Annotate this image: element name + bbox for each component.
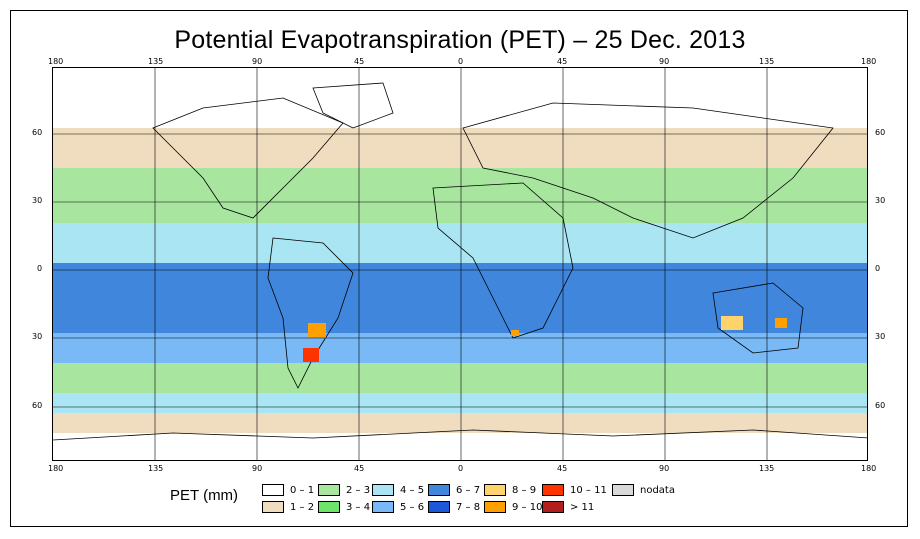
legend-swatch [318, 501, 340, 513]
lon-top-tick: 180 [48, 57, 64, 66]
band-antarctic [53, 433, 867, 460]
legend-item: 10 – 11 [542, 484, 607, 496]
legend-label: > 11 [570, 501, 595, 513]
south-america-outline [267, 237, 354, 389]
hotspot-southern-africa [511, 330, 519, 336]
lon-top-tick: 90 [252, 57, 263, 66]
hotspot-argentina-south [303, 348, 319, 362]
lon-bottom-tick: 0 [458, 464, 464, 473]
lon-bottom-tick: 135 [148, 464, 164, 473]
lat-left-tick: 60 [32, 401, 43, 410]
legend-label: 8 – 9 [512, 484, 537, 496]
legend-swatch [542, 501, 564, 513]
legend-item: 0 – 1 [262, 484, 314, 496]
hotspot-australia-west [721, 316, 743, 330]
lat-right-tick: 0 [875, 264, 881, 273]
band-south-high [53, 413, 867, 433]
lon-bottom-tick: 90 [659, 464, 670, 473]
band-south-mid [53, 393, 867, 413]
legend-swatch [612, 484, 634, 496]
hotspot-australia-east [775, 318, 787, 328]
legend-item: 1 – 2 [262, 501, 314, 513]
legend-item: 6 – 7 [428, 484, 480, 496]
lon-top-tick: 180 [861, 57, 877, 66]
band-north-trop [53, 223, 867, 263]
legend-swatch [318, 484, 340, 496]
legend-label: 1 – 2 [290, 501, 315, 513]
legend-label: 2 – 3 [346, 484, 371, 496]
band-south-sub [53, 363, 867, 393]
legend-item: 2 – 3 [318, 484, 370, 496]
map-canvas [53, 68, 867, 460]
lon-bottom-tick: 45 [354, 464, 365, 473]
lon-top-tick: 45 [354, 57, 365, 66]
legend-item: 8 – 9 [484, 484, 536, 496]
legend-label: 0 – 1 [290, 484, 315, 496]
lat-left-tick: 30 [32, 196, 43, 205]
lat-left-tick: 30 [32, 332, 43, 341]
legend-item: 3 – 4 [318, 501, 370, 513]
legend-label: 7 – 8 [456, 501, 481, 513]
greenland-outline [312, 82, 394, 129]
lon-top-tick: 135 [148, 57, 164, 66]
lat-right-tick: 60 [875, 401, 886, 410]
lat-right-tick: 30 [875, 332, 886, 341]
lon-top-tick: 135 [759, 57, 775, 66]
legend-label: 6 – 7 [456, 484, 481, 496]
legend-label: 10 – 11 [570, 484, 607, 496]
legend-swatch [428, 501, 450, 513]
legend-swatch [428, 484, 450, 496]
legend-label: 4 – 5 [400, 484, 425, 496]
australia-outline [712, 282, 804, 354]
pet-hotspots [303, 316, 787, 362]
legend-item: nodata [612, 484, 675, 496]
band-north-sub [53, 168, 867, 223]
graticule [53, 68, 867, 460]
pet-bands [53, 68, 867, 460]
lon-bottom-tick: 180 [861, 464, 877, 473]
legend-swatch [372, 484, 394, 496]
africa-outline [432, 182, 574, 339]
lon-top-tick: 90 [659, 57, 670, 66]
legend-label: 5 – 6 [400, 501, 425, 513]
lat-right-tick: 30 [875, 196, 886, 205]
legend-item: 7 – 8 [428, 501, 480, 513]
legend-title: PET (mm) [170, 487, 239, 504]
legend-label: 9 – 10 [512, 501, 543, 513]
lon-bottom-tick: 135 [759, 464, 775, 473]
hotspot-argentina-north [308, 323, 326, 338]
legend-swatch [484, 484, 506, 496]
legend-item: 9 – 10 [484, 501, 542, 513]
legend-label: nodata [640, 484, 675, 496]
band-north-mid [53, 128, 867, 168]
pet-map [52, 67, 868, 461]
lat-left-tick: 0 [37, 264, 43, 273]
legend-item: > 11 [542, 501, 594, 513]
lon-top-tick: 45 [557, 57, 568, 66]
legend-swatch [372, 501, 394, 513]
band-equator [53, 263, 867, 333]
antarctica-outline [53, 429, 867, 441]
lon-bottom-tick: 180 [48, 464, 64, 473]
figure-frame [10, 10, 908, 527]
lon-bottom-tick: 45 [557, 464, 568, 473]
north-america-outline [152, 97, 344, 219]
band-polar-north [53, 68, 867, 128]
legend-swatch [262, 484, 284, 496]
lon-bottom-tick: 90 [252, 464, 263, 473]
coastlines [53, 82, 867, 441]
europe-asia-outline [462, 102, 834, 239]
legend-swatch [484, 501, 506, 513]
lon-top-tick: 0 [458, 57, 464, 66]
lat-right-tick: 60 [875, 128, 886, 137]
legend-item: 4 – 5 [372, 484, 424, 496]
lat-left-tick: 60 [32, 128, 43, 137]
legend-item: 5 – 6 [372, 501, 424, 513]
legend-swatch [262, 501, 284, 513]
legend-label: 3 – 4 [346, 501, 371, 513]
map-title: Potential Evapotranspiration (PET) – 25 … [174, 26, 746, 54]
legend-swatch [542, 484, 564, 496]
